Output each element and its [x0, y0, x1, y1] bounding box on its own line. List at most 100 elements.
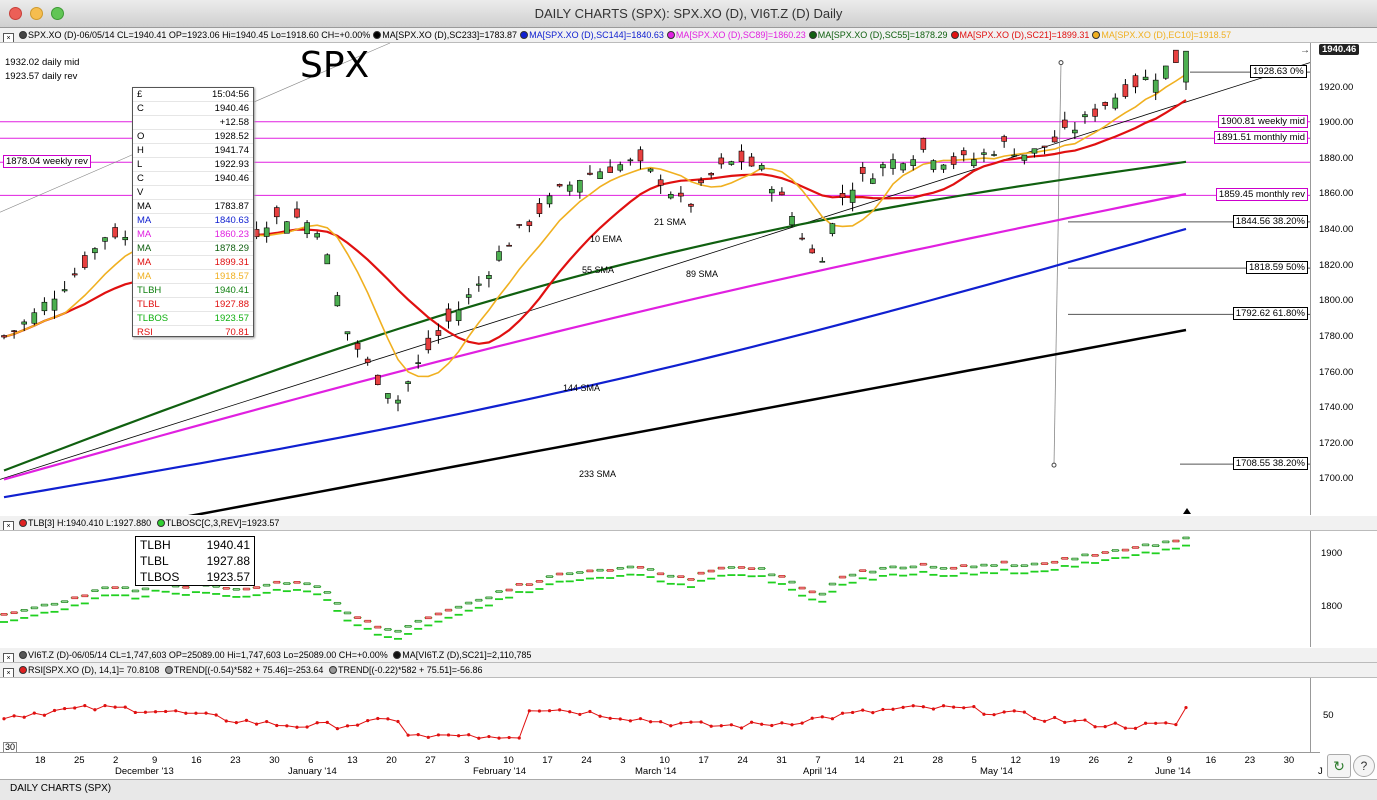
price-axis[interactable]: 1920.00 1900.00 1880.00 1860.00 1840.00 1820.… [1310, 43, 1377, 515]
candle-body [536, 203, 543, 214]
price-axis-tick: 1860.00 [1319, 188, 1354, 200]
collapse-icon[interactable]: × [3, 653, 14, 662]
tlb-block [1142, 543, 1149, 547]
tlb-block [253, 586, 260, 589]
tlb-block [596, 568, 604, 572]
rsi-point [739, 726, 744, 730]
month-label: February '14 [473, 766, 527, 777]
date-tick: 24 [737, 755, 748, 766]
tlb-axis[interactable]: 1900 1800 [1310, 531, 1377, 647]
rsi-axis[interactable]: 50 [1310, 678, 1377, 752]
data-window-row: MA 1783.87 [133, 200, 253, 214]
candle-body [71, 273, 78, 276]
rsi-point [325, 720, 329, 725]
rsi-point [386, 717, 390, 721]
candle-body [667, 193, 674, 199]
tlb-block [1182, 536, 1190, 540]
data-window-key: £ [137, 89, 143, 100]
tlb-block [334, 601, 341, 605]
rsi-point [42, 713, 47, 717]
fib-anchor[interactable] [1058, 60, 1064, 66]
ma-89-line [3, 192, 1187, 481]
rsi-chart-svg [2, 703, 1188, 740]
date-tick: 25 [74, 755, 85, 766]
month-label: December '13 [115, 766, 174, 777]
date-axis[interactable]: 18 25 2 9 16 23 30 6 13 20 27 3 10 17 24 3 10 17 24 31 7 14 21… [0, 752, 1323, 779]
rsi-point [507, 735, 511, 740]
date-tick: 6 [308, 755, 314, 766]
rsi-point [52, 708, 57, 713]
tlb-block [899, 566, 907, 570]
data-window-key: C [137, 103, 144, 114]
tlb-block [414, 619, 422, 623]
data-window-row: TLBL 1927.88 [133, 298, 253, 312]
rsi-point [800, 721, 804, 725]
main-header-item: MA[SPX.XO (D),SC233]=1783.87 [382, 30, 518, 40]
data-window-value: 1840.63 [214, 215, 249, 226]
candle-body [657, 179, 664, 186]
help-button[interactable]: ? [1353, 755, 1375, 777]
candle-body [1061, 119, 1068, 128]
rsi-header-text: RSI[SPX.XO (D), 14,1]= 70.8108 [28, 665, 160, 675]
candle-body [556, 184, 563, 187]
date-tick: 23 [230, 755, 241, 766]
collapse-icon[interactable]: × [3, 33, 14, 42]
rsi-point [1184, 705, 1188, 710]
candle-body [1112, 97, 1119, 109]
date-tick: 7 [815, 755, 821, 766]
candle-body [859, 166, 866, 174]
rsi-point [790, 723, 794, 727]
tlb-block [465, 601, 473, 605]
tlb-block [0, 613, 8, 616]
level-label: 1928.63 0% [1250, 65, 1307, 79]
candle-body [597, 171, 603, 179]
close-window-button[interactable] [9, 7, 22, 20]
tlb-block [515, 583, 523, 586]
data-window-key: TLBOS [137, 313, 169, 324]
tlb-block [61, 600, 68, 603]
collapse-icon[interactable]: × [3, 521, 14, 530]
tlb-block [909, 565, 917, 569]
rsi-point [487, 734, 491, 739]
rsi-point [982, 712, 986, 716]
rsi-point [497, 736, 501, 740]
rsi-point [588, 709, 592, 714]
date-tick: 10 [659, 755, 670, 766]
tlb-block [41, 603, 48, 607]
tlb-block [657, 572, 664, 576]
tlb-block [960, 564, 968, 567]
rsi-point [1012, 709, 1016, 713]
rsi-low-label: 30 [3, 742, 18, 752]
tlb-block [121, 586, 129, 590]
collapse-icon[interactable]: × [3, 668, 14, 677]
rsi-point [224, 719, 228, 723]
data-window-value: 1928.52 [214, 131, 249, 142]
refresh-button[interactable]: ↻ [1327, 754, 1351, 778]
fib-anchor[interactable] [1051, 462, 1057, 468]
price-chart-pane[interactable]: → 1932.02 daily mid 1923.57 daily rev SP… [0, 43, 1310, 515]
tlb-box-key: TLBOS [140, 570, 180, 584]
tlb-block [475, 598, 483, 602]
ma-label-89sma: 89 SMA [686, 269, 719, 279]
candle-body [566, 184, 573, 192]
tlb-block [778, 575, 786, 578]
rsi-pane[interactable]: 30 [0, 678, 1310, 752]
trend1-header-text: TREND[(-0.54)*582 + 75.46]=-253.64 [173, 665, 324, 675]
series-dot-icon [950, 31, 959, 39]
candle-body [112, 227, 118, 238]
candle-body [61, 289, 68, 292]
data-window[interactable]: £15:04:56 C 1940.46 +12.58 O 1928.52 H 1941.74 L… [132, 87, 254, 340]
tlb-block [920, 562, 927, 566]
rsi-point [275, 723, 279, 728]
data-window-value: 1860.23 [214, 229, 249, 240]
minimize-window-button[interactable] [30, 7, 43, 20]
rsi-point [477, 736, 481, 740]
rsi-point [1133, 726, 1138, 731]
series-dot-icon [520, 31, 529, 39]
rsi-point [1164, 721, 1168, 725]
candle-body [708, 172, 714, 176]
zoom-window-button[interactable] [51, 7, 64, 20]
tlb-block [81, 594, 89, 598]
rsi-point [457, 734, 461, 738]
main-header-item: SPX.XO (D)-06/05/14 CL=1940.41 OP=1923.0… [28, 30, 371, 40]
